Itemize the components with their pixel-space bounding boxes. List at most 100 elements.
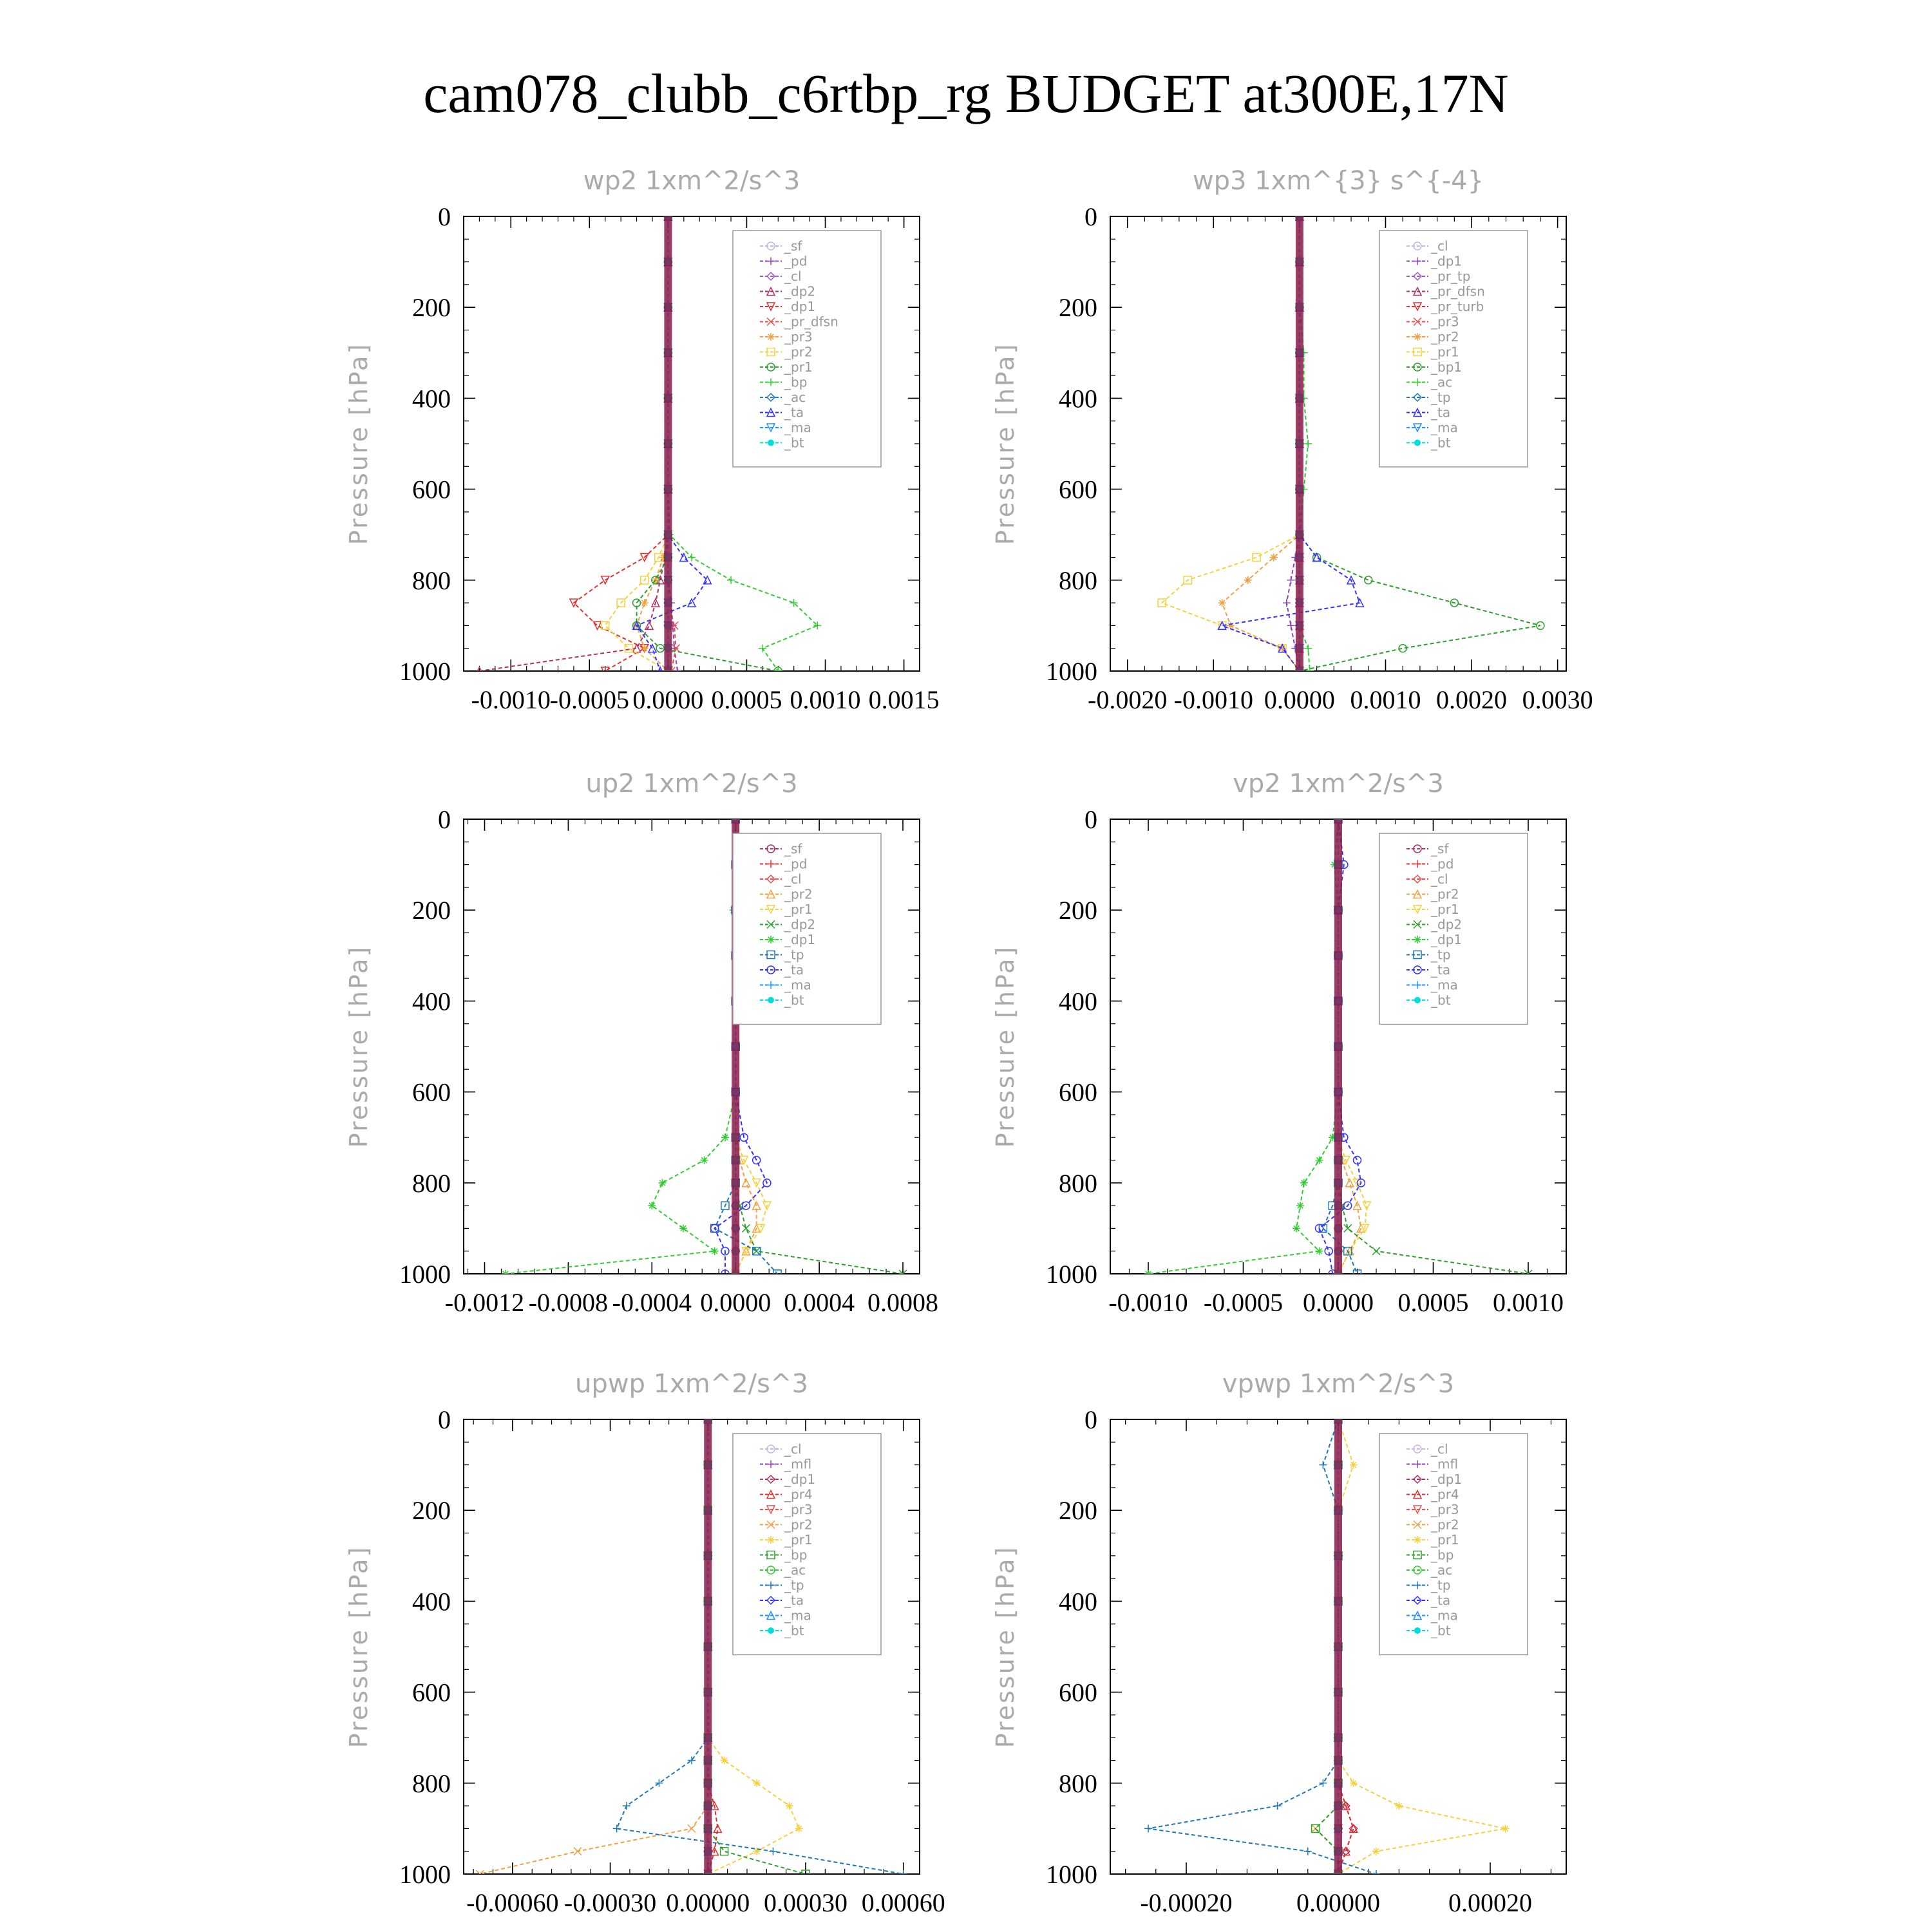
panel-vp2: -0.0010 -0.0005 0.0000 0.0005 0.0010 0 200 400 6…	[991, 769, 1567, 1317]
data-point	[721, 1246, 730, 1256]
legend-label: _cl	[784, 1441, 802, 1457]
y-tick-label: 800	[1059, 1169, 1097, 1198]
data-point	[679, 1224, 688, 1233]
x-tick-label: 0.0010	[1350, 685, 1421, 714]
x-tick-label: 0.0008	[867, 1288, 938, 1317]
data-point	[640, 576, 649, 585]
data-point	[640, 644, 649, 652]
data-point	[1329, 1133, 1337, 1142]
data-point	[1343, 1201, 1352, 1210]
x-tick-label: -0.00030	[564, 1888, 656, 1917]
data-point	[1341, 1155, 1351, 1166]
data-point	[1282, 599, 1291, 607]
data-point	[1362, 1201, 1372, 1211]
data-point	[1287, 621, 1295, 630]
legend-label: _dp2	[1430, 917, 1462, 933]
data-point	[651, 576, 660, 585]
data-point	[1218, 599, 1226, 607]
panel-upwp: -0.00060 -0.00030 0.00000 0.00030 0.00060 0 20…	[345, 1369, 945, 1917]
x-tick-label: 0.0010	[790, 685, 861, 714]
legend-marker	[1414, 333, 1421, 341]
legend-label: _ma	[784, 420, 811, 435]
y-tick-label: 400	[1059, 1587, 1097, 1616]
data-point	[795, 1824, 803, 1833]
legend-label: _pr2	[784, 345, 813, 360]
legend-label: _sf	[784, 841, 802, 857]
y-tick-label: 600	[412, 475, 451, 504]
legend-label: _bt	[784, 435, 804, 451]
data-point	[632, 620, 641, 630]
data-point	[1304, 644, 1312, 652]
data-point	[1364, 576, 1373, 585]
y-tick-label: 200	[412, 1496, 451, 1525]
data-point	[688, 1756, 696, 1765]
legend: _cl_mfl_dp1_pr4_pr3_pr2_pr1_bp_ac_tp_ta_…	[1379, 1433, 1528, 1656]
data-point	[650, 598, 661, 607]
page-title: cam078_clubb_c6rtbp_rg BUDGET at300E,17N	[423, 62, 1509, 124]
legend-label: _pr2	[1430, 1517, 1459, 1533]
panel-title: wp2 1xm^2/s^3	[583, 166, 800, 196]
series-line-dp1	[505, 819, 737, 1274]
legend-label: _dp1	[784, 1472, 815, 1487]
legend-label: _ma	[1430, 420, 1458, 435]
legend-label: _ta	[784, 1593, 804, 1608]
legend-marker	[1413, 1550, 1422, 1560]
data-point	[752, 1179, 761, 1188]
data-point	[648, 1202, 656, 1210]
series-line-pr2	[480, 1419, 709, 1874]
legend-marker	[766, 1550, 775, 1560]
y-tick-label: 800	[412, 1169, 451, 1198]
x-tick-label: -0.00060	[466, 1888, 558, 1917]
x-tick-label: -0.0020	[1088, 685, 1167, 714]
data-point	[600, 621, 610, 630]
x-tick-label: -0.0010	[1174, 685, 1253, 714]
data-point	[654, 553, 663, 562]
legend-marker	[767, 1581, 775, 1589]
data-point	[1372, 1870, 1380, 1874]
data-point	[710, 1224, 719, 1233]
data-point	[1341, 1846, 1350, 1856]
data-point	[1277, 643, 1287, 653]
data-point	[1227, 621, 1235, 630]
legend-label: _pr1	[784, 359, 813, 375]
legend-label: _bp	[784, 1548, 807, 1563]
legend-box	[732, 230, 882, 468]
data-point	[1341, 1846, 1351, 1856]
x-tick-label: 0.0000	[700, 1288, 771, 1317]
legend-marker	[767, 333, 775, 341]
data-point	[644, 620, 654, 630]
legend-marker	[1413, 317, 1422, 327]
x-tick-label: 0.0030	[1522, 685, 1593, 714]
data-point	[1183, 576, 1192, 585]
data-point	[1352, 1269, 1362, 1274]
legend-marker	[766, 1520, 775, 1530]
legend-label: _ma	[1430, 978, 1458, 993]
data-point	[1273, 1802, 1282, 1810]
data-point	[1324, 1246, 1333, 1256]
y-axis-label: Pressure [hPa]	[991, 945, 1019, 1148]
legend-marker	[766, 905, 776, 914]
legend-marker	[766, 1566, 775, 1575]
data-point	[659, 553, 668, 562]
panel-up2: -0.0012 -0.0008 -0.0004 0.0000 0.0004 0.0008 0…	[345, 769, 938, 1317]
data-point	[710, 1247, 719, 1255]
legend-label: _sf	[1430, 841, 1449, 857]
y-tick-label: 200	[1059, 1496, 1097, 1525]
zero-overlap-band	[1295, 216, 1303, 671]
legend-marker	[766, 920, 775, 929]
data-point	[713, 1823, 723, 1833]
data-point	[762, 1179, 772, 1188]
legend-label: _pr2	[1430, 887, 1459, 902]
data-point	[785, 1802, 793, 1810]
zero-overlap-band	[1334, 819, 1342, 1274]
legend-marker	[767, 257, 775, 265]
legend-marker	[1413, 1520, 1422, 1530]
legend-marker	[1412, 1610, 1423, 1620]
panel-title: up2 1xm^2/s^3	[585, 769, 797, 799]
legend-label: _bt	[1430, 992, 1451, 1008]
panel-title: vp2 1xm^2/s^3	[1233, 769, 1444, 799]
zero-overlap-band	[704, 1419, 712, 1874]
data-point	[1343, 1246, 1352, 1256]
data-point	[674, 667, 682, 671]
legend-marker	[1413, 844, 1422, 853]
